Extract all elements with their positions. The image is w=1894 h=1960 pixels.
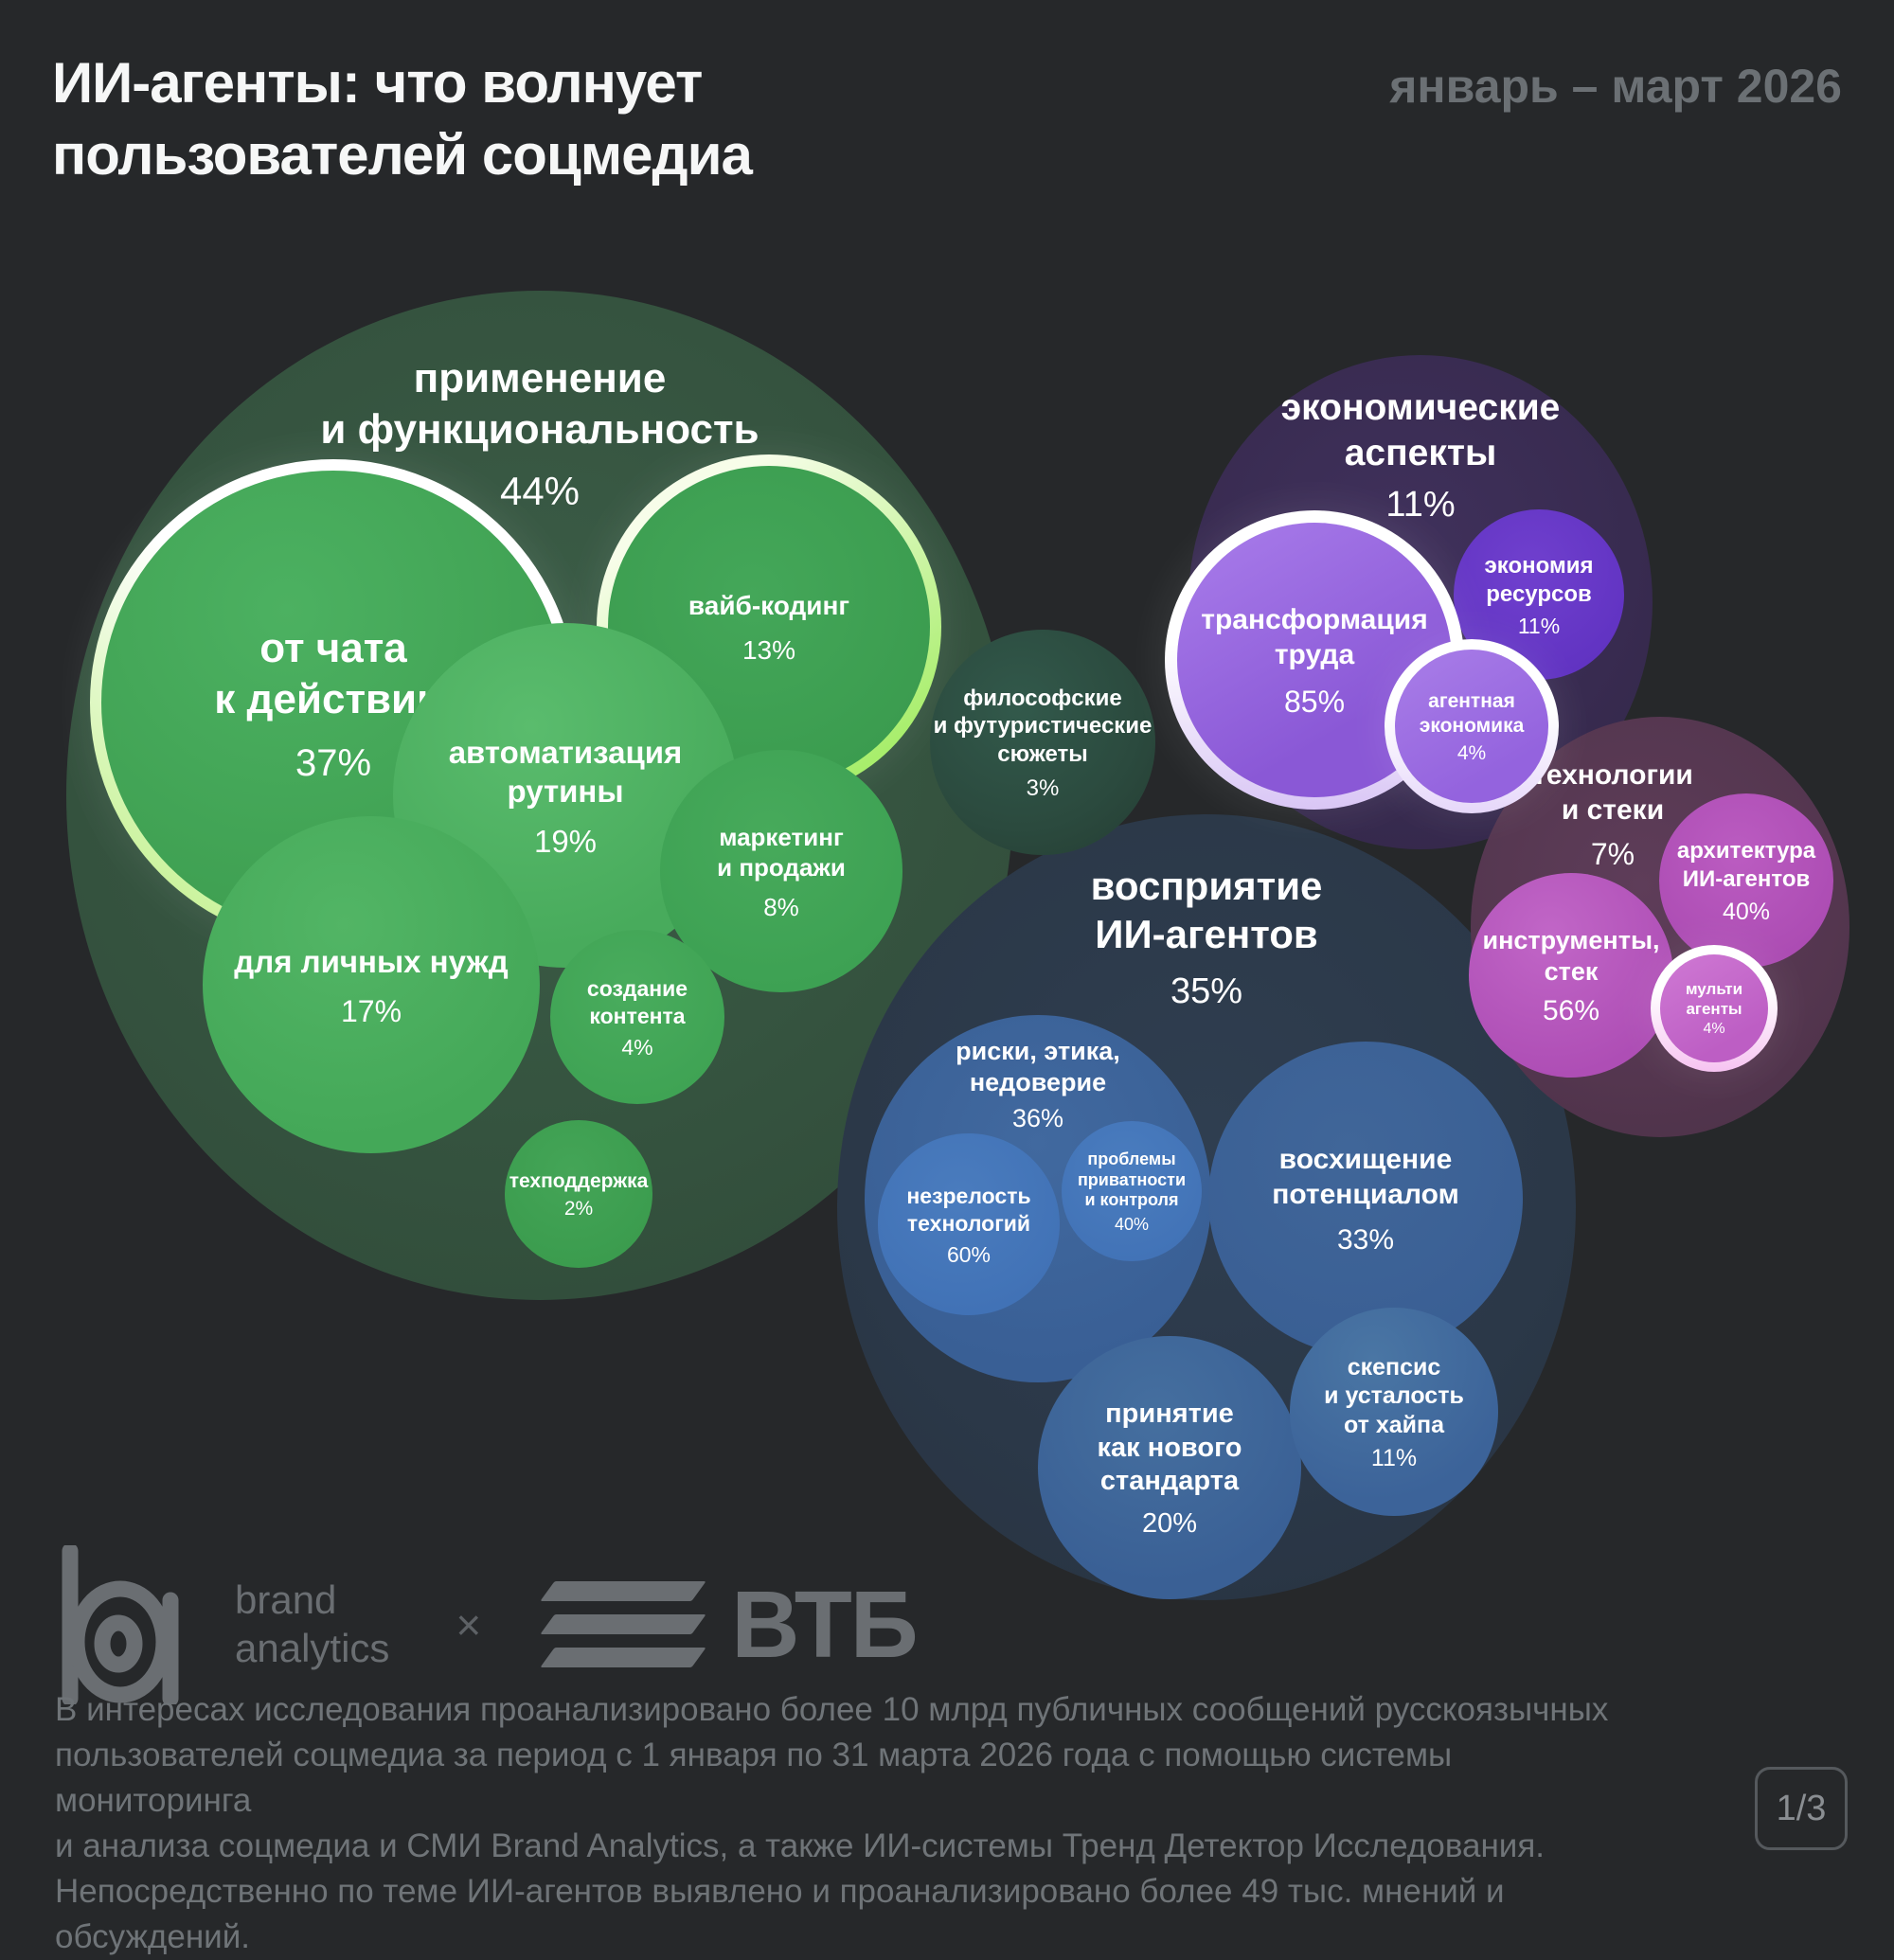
bubble-personal-needs: для личных нужд 17%	[203, 816, 540, 1153]
research-note: В интересах исследования проанализирован…	[55, 1691, 1609, 1955]
bubble-pct: 36%	[1011, 1103, 1064, 1132]
bubble-pct: 2%	[563, 1198, 594, 1221]
page-indicator: 1/3	[1755, 1767, 1848, 1850]
bubble-label: агентная экономика	[1419, 689, 1525, 737]
vtb-wordmark: ВТБ	[731, 1571, 918, 1678]
bubble-pct: 85%	[1283, 684, 1346, 719]
bubble-pct: 44%	[499, 469, 581, 514]
bubble-label: риски, этика, недоверие	[956, 1037, 1120, 1096]
bubble-label: незрелость технологий	[906, 1184, 1031, 1236]
vtb-stripes-icon	[540, 1581, 706, 1667]
bubble-pct: 11%	[1370, 1445, 1418, 1472]
bubble-privacy-control: проблемы приватности и контроля 40%	[1062, 1121, 1202, 1261]
bubble-label: восприятие ИИ-агентов	[1090, 864, 1323, 957]
bubble-pct: 20%	[1141, 1507, 1198, 1539]
bubble-label: трансформация труда	[1201, 604, 1428, 670]
bubble-content-creation: создание контента 4%	[550, 930, 724, 1104]
bubble-pct: 3%	[1026, 775, 1060, 801]
bubble-pct: 19%	[533, 823, 598, 859]
bubble-label: маркетинг и продажи	[717, 823, 846, 882]
bubble-label: экономические аспекты	[1280, 387, 1561, 473]
bubble-label: восхищение потенциалом	[1272, 1144, 1459, 1210]
bubble-label: техподдержка	[509, 1169, 649, 1192]
bubble-pct: 37%	[295, 741, 372, 784]
bubble-label: для личных нужд	[234, 943, 509, 979]
bubble-admiration: восхищение потенциалом 33%	[1208, 1042, 1523, 1356]
bubble-label: вайб-кодинг	[688, 590, 850, 620]
bubble-pct: 4%	[1703, 1021, 1725, 1038]
bubble-pct: 8%	[763, 892, 799, 921]
bubble-label: автоматизация рутины	[448, 735, 683, 809]
brand-analytics-logo-icon	[62, 1544, 179, 1704]
bubble-label: экономия ресурсов	[1484, 553, 1594, 607]
bubble-immature-tech: незрелость технологий 60%	[878, 1133, 1060, 1315]
bubble-label: от чата к действию	[214, 625, 453, 722]
bubble-pct: 4%	[621, 1034, 653, 1060]
bubble-pct: 60%	[946, 1241, 992, 1267]
bubble-multi-agents: мульти агенты 4%	[1651, 945, 1778, 1072]
bubble-tech-support: техподдержка 2%	[505, 1120, 652, 1268]
bubble-hype-skepticism: скепсис и усталость от хайпа 11%	[1290, 1308, 1498, 1516]
page-title: ИИ-агенты: что волнует пользователей соц…	[52, 51, 753, 187]
bubble-label: инструменты, стек	[1482, 926, 1660, 986]
bubble-agent-economy: агентная экономика 4%	[1385, 639, 1559, 813]
bubble-label: проблемы приватности и контроля	[1077, 1149, 1187, 1210]
bubble-pct: 7%	[1590, 837, 1635, 872]
bubble-label: философские и футуристические сюжеты	[933, 686, 1152, 767]
bubble-pct: 4%	[1456, 742, 1487, 765]
partnership-x-separator: ×	[456, 1599, 482, 1649]
bubble-pct: 11%	[1517, 613, 1561, 638]
vtb-logo: ВТБ	[540, 1571, 919, 1678]
bubble-label: архитектура ИИ-агентов	[1676, 838, 1816, 892]
brand-analytics-wordmark: brand analytics	[235, 1577, 390, 1670]
bubble-pct: 17%	[340, 994, 402, 1029]
bubble-pct: 40%	[1114, 1215, 1150, 1235]
bubble-pct: 56%	[1542, 994, 1600, 1026]
bubble-pct: 11%	[1385, 485, 1456, 526]
infographic-canvas: ИИ-агенты: что волнует пользователей соц…	[52, 51, 1849, 1955]
bubble-label: применение и функциональность	[320, 355, 759, 453]
bubble-label: скепсис и усталость от хайпа	[1324, 1353, 1464, 1438]
bubble-new-standard: принятие как нового стандарта 20%	[1038, 1336, 1301, 1599]
bubble-label: принятие как нового стандарта	[1097, 1399, 1242, 1497]
footer-logos: brand analytics × ВТБ	[59, 1541, 919, 1707]
bubble-philosophy: философские и футуристические сюжеты 3%	[930, 630, 1155, 855]
bubble-tools-stack: инструменты, стек 56%	[1469, 873, 1673, 1078]
bubble-pct: 13%	[742, 635, 796, 666]
bubble-label: создание контента	[586, 976, 688, 1028]
bubble-label: технологии и стеки	[1532, 759, 1693, 826]
bubble-pct: 35%	[1170, 971, 1243, 1012]
period-label: январь – март 2026	[1389, 60, 1842, 113]
bubble-pct: 33%	[1336, 1223, 1395, 1256]
bubble-marketing-sales: маркетинг и продажи 8%	[660, 750, 902, 992]
bubble-pct: 40%	[1722, 898, 1771, 925]
bubble-label: мульти агенты	[1685, 979, 1743, 1018]
bubble-agent-architecture: архитектура ИИ-агентов 40%	[1659, 793, 1833, 968]
